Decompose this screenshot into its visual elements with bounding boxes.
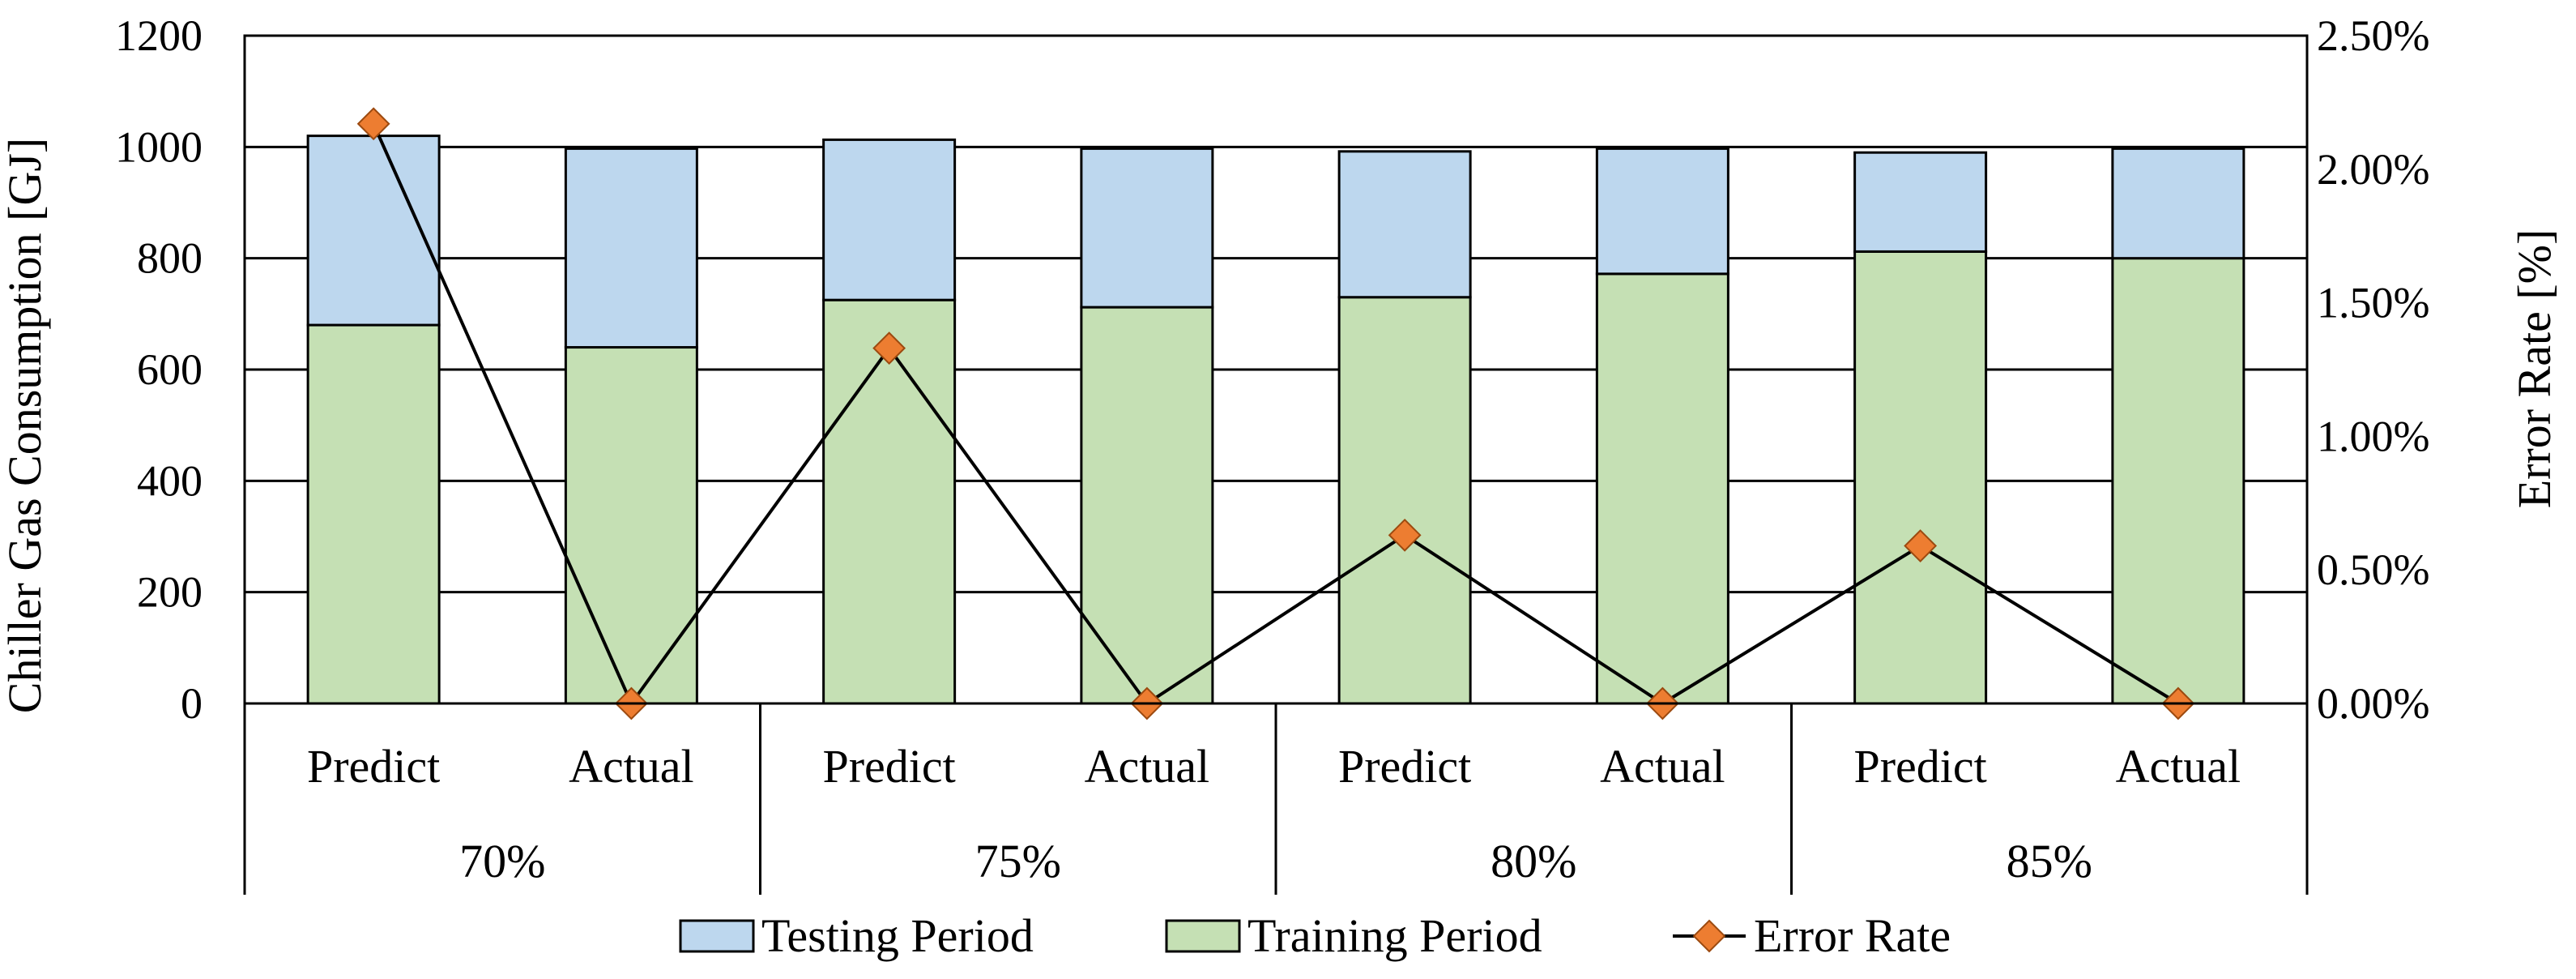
- category-label: Actual: [1600, 740, 1725, 793]
- error-rate-marker: [1388, 518, 1422, 552]
- bar-testing: [2111, 147, 2245, 260]
- legend-swatch-testing: [679, 919, 755, 953]
- bar-testing: [1595, 147, 1729, 276]
- group-label: 75%: [975, 835, 1061, 887]
- error-rate-polyline: [372, 122, 2179, 707]
- y-tick-label: 400: [137, 456, 203, 505]
- y2-tick-label: 1.50%: [2317, 279, 2429, 327]
- y-tick-label: 200: [137, 568, 203, 617]
- bar-training: [2111, 257, 2245, 705]
- y-tick-label: 1200: [115, 11, 203, 60]
- error-rate-marker: [1904, 529, 1938, 562]
- error-rate-marker: [872, 331, 906, 366]
- category-axis: Predict Actual Predict Actual Predict Actual P…: [243, 703, 2309, 895]
- y2-axis-title: Error Rate [%]: [2508, 229, 2561, 509]
- gridlines: [245, 34, 2307, 705]
- group-label: 80%: [1491, 835, 1576, 887]
- y-tick-label: 0: [181, 679, 203, 728]
- bar-training: [822, 298, 957, 705]
- bar-training: [564, 346, 698, 705]
- y-axis-ticks: 0 200 400 600 800 1000 1200: [115, 11, 203, 728]
- bar-training: [1337, 296, 1472, 705]
- category-label: Predict: [307, 740, 440, 793]
- error-rate-line: [356, 107, 2195, 720]
- bar-testing: [822, 138, 957, 301]
- error-rate-marker: [356, 107, 390, 141]
- legend-label-error: Error Rate: [1754, 909, 1951, 962]
- legend: Testing Period Training Period Error Rat…: [679, 909, 1951, 962]
- y2-tick-label: 2.50%: [2317, 11, 2429, 60]
- y2-tick-label: 1.00%: [2317, 412, 2429, 460]
- legend-label-training: Training Period: [1247, 909, 1542, 962]
- category-label: Actual: [569, 740, 694, 793]
- y2-axis-ticks: 0.00% 0.50% 1.00% 1.50% 2.00% 2.50%: [2317, 11, 2429, 728]
- y-tick-label: 1000: [115, 122, 203, 171]
- y-axis-title: Chiller Gas Consumption [GJ]: [0, 138, 51, 713]
- y-tick-label: 600: [137, 345, 203, 394]
- y2-tick-label: 0.00%: [2317, 679, 2429, 728]
- bar-training: [1595, 272, 1729, 705]
- category-label: Actual: [1085, 740, 1210, 793]
- bar-testing: [1337, 150, 1472, 299]
- bar-training: [1080, 306, 1214, 705]
- bar-testing: [1080, 147, 1214, 309]
- bars: [306, 135, 2245, 705]
- bar-testing: [306, 135, 441, 327]
- category-label: Predict: [1338, 740, 1471, 793]
- y-tick-label: 800: [137, 234, 203, 283]
- legend-swatch-training: [1165, 919, 1241, 953]
- bar-training: [1853, 250, 1988, 705]
- bar-testing: [564, 147, 698, 349]
- category-label: Predict: [1853, 740, 1986, 793]
- legend-label-testing: Testing Period: [761, 909, 1034, 962]
- group-label: 70%: [459, 835, 545, 887]
- category-label: Actual: [2116, 740, 2241, 793]
- group-label: 85%: [2007, 835, 2092, 887]
- y2-tick-label: 0.50%: [2317, 545, 2429, 594]
- y2-tick-label: 2.00%: [2317, 145, 2429, 194]
- category-label: Predict: [822, 740, 955, 793]
- bar-training: [306, 323, 441, 705]
- legend-marker-error: [1692, 919, 1726, 953]
- bar-testing: [1853, 151, 1988, 253]
